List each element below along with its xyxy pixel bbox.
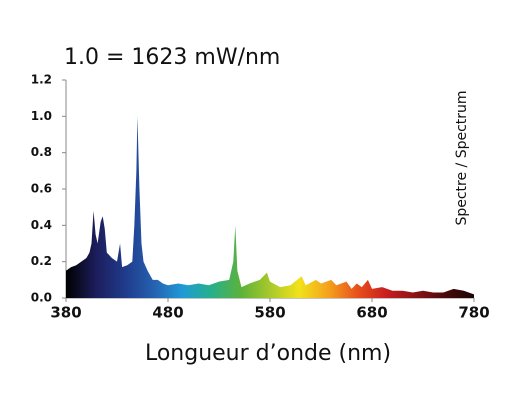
x-tick-label: 380	[50, 304, 81, 322]
y-tick-label: 1.0	[31, 109, 52, 123]
x-axis-label: Longueur d’onde (nm)	[145, 341, 391, 366]
x-tick-label: 480	[152, 304, 183, 322]
y-tick-label: 1.2	[31, 73, 52, 87]
x-tick-label: 780	[458, 304, 489, 322]
y-tick-label: 0.6	[31, 182, 52, 196]
y-tick-label: 0.8	[31, 145, 52, 159]
x-tick-label: 680	[356, 304, 387, 322]
spectrum-area	[66, 116, 474, 298]
x-tick-label: 580	[254, 304, 285, 322]
chart-title: 1.0 = 1623 mW/nm	[64, 45, 280, 70]
y-tick-label: 0.0	[31, 291, 52, 305]
y-tick-label: 0.2	[31, 254, 52, 268]
side-label: Spectre / Spectrum	[454, 90, 470, 225]
y-tick-label: 0.4	[31, 218, 52, 232]
